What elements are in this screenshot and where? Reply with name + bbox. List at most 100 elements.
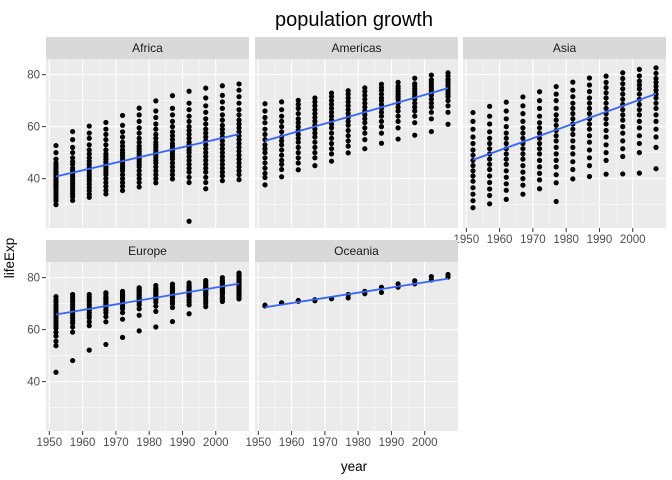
facet-africa: Africa 40 60 80 (27, 37, 249, 228)
data-point (328, 125, 335, 131)
data-point (653, 70, 659, 76)
data-point (570, 159, 576, 165)
data-point (345, 143, 351, 149)
data-point (620, 153, 626, 160)
x-tick-label: 1960 (487, 234, 513, 246)
data-point (262, 170, 268, 176)
data-point (169, 112, 176, 118)
data-point (503, 168, 509, 174)
data-point (586, 173, 593, 180)
facet-strip-asia (463, 37, 666, 59)
trend-line-asia (472, 92, 657, 161)
data-point (620, 138, 626, 144)
data-point (153, 121, 159, 127)
trend-line-africa (55, 133, 240, 178)
data-point (487, 113, 493, 119)
data-point (487, 192, 493, 199)
data-point (487, 201, 493, 207)
data-point (503, 130, 509, 136)
data-point (236, 112, 242, 118)
facet-oceania: Oceania 1950 1960 1970 1980 1990 2000 (246, 240, 458, 449)
data-point (636, 118, 642, 124)
data-point (536, 105, 543, 111)
data-point (279, 152, 285, 158)
data-point (295, 139, 301, 145)
data-point (295, 160, 301, 166)
data-point (136, 143, 142, 149)
data-point (203, 277, 209, 284)
data-point (136, 118, 142, 124)
data-point (203, 169, 209, 175)
data-point (186, 218, 192, 224)
data-point (487, 156, 493, 162)
data-point (412, 113, 418, 119)
data-point (520, 94, 526, 100)
data-point (603, 90, 609, 96)
data-point (136, 112, 142, 118)
data-point (136, 312, 142, 318)
data-point (570, 126, 576, 132)
data-point (345, 103, 351, 109)
data-point (136, 139, 142, 145)
data-point (262, 174, 268, 181)
data-point (570, 79, 576, 85)
data-point (603, 171, 609, 177)
data-point (620, 75, 626, 82)
data-point (136, 184, 142, 190)
data-point (620, 130, 626, 136)
data-point (279, 99, 285, 105)
data-point (470, 173, 476, 179)
data-point (536, 89, 543, 95)
data-point (428, 116, 434, 122)
data-point (603, 157, 609, 163)
panel-background-oceania (255, 262, 458, 431)
data-point (503, 140, 509, 147)
data-point (70, 165, 76, 171)
data-point (653, 126, 659, 132)
data-point (86, 123, 92, 129)
data-point (603, 134, 609, 140)
data-point (169, 281, 176, 287)
data-point (470, 118, 476, 124)
data-point (169, 140, 176, 147)
data-point (279, 157, 285, 163)
data-point (636, 133, 642, 139)
data-point (395, 118, 401, 124)
data-point (362, 125, 368, 131)
data-point (553, 91, 559, 97)
data-point (570, 144, 576, 150)
data-point (295, 101, 301, 108)
data-point (345, 99, 351, 105)
data-point (362, 146, 368, 152)
data-point (279, 174, 285, 180)
data-point (603, 142, 609, 148)
data-point (70, 197, 76, 204)
data-point (520, 118, 526, 124)
data-point (262, 131, 268, 137)
data-point (328, 105, 335, 111)
data-point (536, 164, 543, 170)
data-point (70, 159, 76, 165)
data-point (86, 347, 92, 353)
facet-strip-oceania (255, 240, 458, 262)
data-point (312, 95, 318, 101)
data-point (503, 108, 509, 114)
data-point (119, 172, 126, 178)
data-point (520, 125, 526, 131)
data-point (279, 113, 285, 119)
data-point (536, 177, 543, 183)
data-point (136, 328, 142, 334)
data-point (378, 113, 385, 119)
data-point (312, 130, 318, 136)
y-tick-label: 80 (27, 273, 40, 285)
data-point (219, 146, 225, 152)
x-tick-label: 2000 (412, 437, 438, 449)
data-point (345, 150, 351, 156)
data-point (153, 176, 159, 182)
data-point (219, 178, 225, 184)
data-point (570, 116, 576, 122)
x-tick-label: 1990 (379, 437, 405, 449)
data-point (395, 108, 401, 114)
data-point (586, 139, 593, 145)
data-point (428, 273, 434, 280)
